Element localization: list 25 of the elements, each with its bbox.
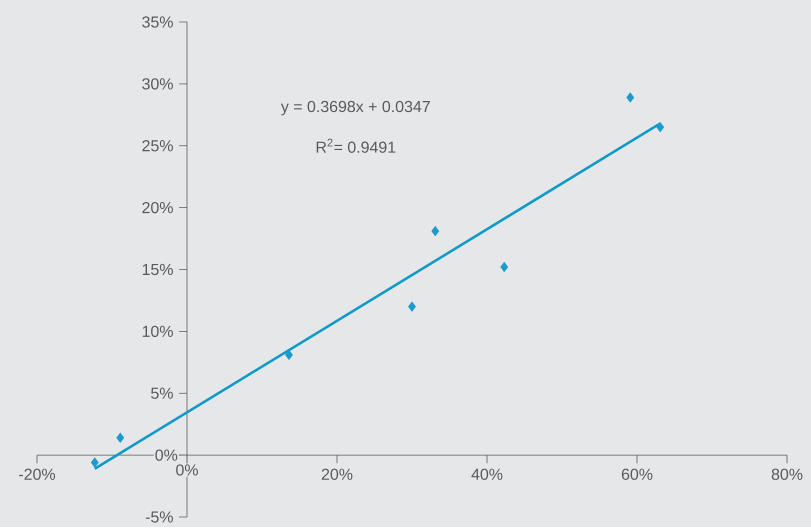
y-tick-label: 30% (142, 78, 173, 90)
point (656, 122, 664, 132)
point (408, 301, 416, 312)
x-tick-label: -20% (19, 468, 56, 480)
point (626, 92, 634, 103)
x-tick-label: 0% (176, 464, 198, 476)
annotation: y = 0.3698x + 0.0347 (280, 100, 430, 116)
y-tick-label: 15% (142, 264, 173, 276)
point (500, 262, 508, 272)
y-tick-label: 35% (142, 16, 173, 28)
point (431, 226, 440, 236)
y-tick-label: 10% (142, 326, 173, 338)
point (116, 432, 124, 444)
x-tick-label: 80% (772, 468, 802, 480)
y-tick-label: 5% (151, 388, 173, 399)
x-tick-label: 40% (471, 468, 502, 480)
y-tick-label: 0% (155, 450, 178, 461)
x-tick-label: 60% (622, 468, 652, 480)
annotation: R$^{2}$= 0.9491 (316, 138, 396, 153)
point (285, 350, 293, 360)
y-tick-label: 20% (142, 202, 173, 214)
y-tick-label: 25% (142, 140, 173, 152)
y-tick-label: -5% (146, 511, 173, 523)
point (90, 457, 99, 468)
x-tick-label: 20% (322, 468, 352, 480)
